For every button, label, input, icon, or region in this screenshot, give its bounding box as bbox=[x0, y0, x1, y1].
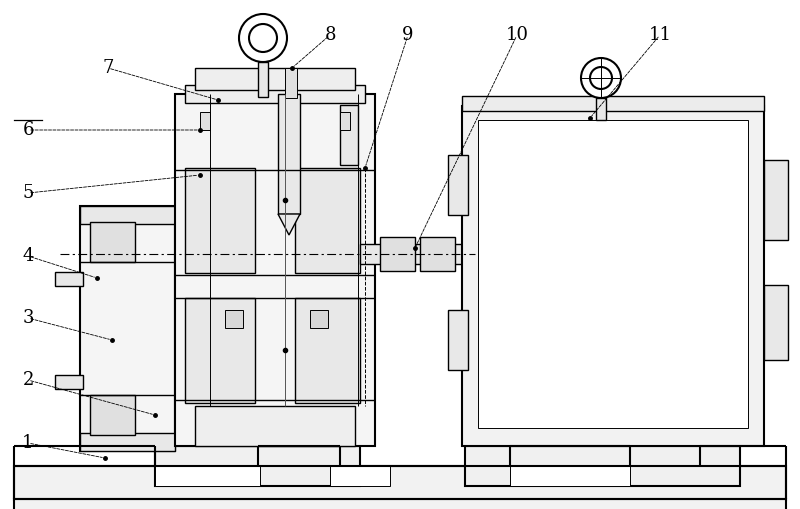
Bar bbox=[380, 237, 415, 271]
Bar bbox=[80, 206, 175, 224]
Bar bbox=[80, 206, 175, 451]
Text: 5: 5 bbox=[22, 184, 34, 202]
Bar bbox=[360, 244, 475, 264]
Bar bbox=[420, 237, 455, 271]
Bar bbox=[195, 406, 355, 446]
Bar bbox=[175, 94, 375, 446]
Text: 11: 11 bbox=[649, 26, 671, 44]
Bar bbox=[764, 285, 788, 360]
Bar bbox=[55, 375, 83, 389]
Bar bbox=[596, 98, 606, 120]
Circle shape bbox=[590, 67, 612, 89]
Bar bbox=[340, 105, 358, 165]
Bar bbox=[258, 62, 268, 97]
Bar bbox=[14, 499, 786, 509]
Bar bbox=[80, 433, 175, 451]
Text: 6: 6 bbox=[22, 121, 34, 139]
Bar bbox=[478, 120, 748, 428]
Bar bbox=[510, 466, 630, 486]
Text: 7: 7 bbox=[102, 59, 114, 77]
Bar bbox=[462, 106, 764, 446]
Bar bbox=[285, 68, 297, 98]
Bar bbox=[764, 160, 788, 240]
Bar bbox=[90, 222, 135, 262]
Bar bbox=[462, 96, 764, 111]
Bar bbox=[340, 112, 350, 130]
Text: 1: 1 bbox=[22, 434, 34, 452]
Bar bbox=[465, 446, 740, 486]
Text: 10: 10 bbox=[506, 26, 529, 44]
Bar bbox=[90, 395, 135, 435]
Circle shape bbox=[581, 58, 621, 98]
Bar bbox=[185, 85, 365, 103]
Bar bbox=[295, 168, 360, 273]
Bar bbox=[295, 298, 360, 403]
Bar bbox=[448, 310, 468, 370]
Bar bbox=[200, 112, 210, 130]
Bar bbox=[195, 68, 355, 90]
Bar bbox=[185, 298, 255, 403]
Text: 9: 9 bbox=[402, 26, 414, 44]
Text: 2: 2 bbox=[22, 371, 34, 389]
Circle shape bbox=[239, 14, 287, 62]
Bar bbox=[185, 168, 255, 273]
Text: 4: 4 bbox=[22, 247, 34, 265]
Text: 3: 3 bbox=[22, 309, 34, 327]
Bar bbox=[155, 446, 360, 486]
Bar bbox=[310, 310, 328, 328]
Bar bbox=[225, 310, 243, 328]
Polygon shape bbox=[278, 214, 300, 235]
Bar bbox=[278, 94, 300, 214]
Bar bbox=[448, 155, 468, 215]
Bar bbox=[14, 466, 786, 500]
Text: 8: 8 bbox=[324, 26, 336, 44]
Bar bbox=[330, 466, 390, 486]
Circle shape bbox=[249, 24, 277, 52]
Bar bbox=[155, 466, 260, 486]
Bar bbox=[55, 272, 83, 286]
